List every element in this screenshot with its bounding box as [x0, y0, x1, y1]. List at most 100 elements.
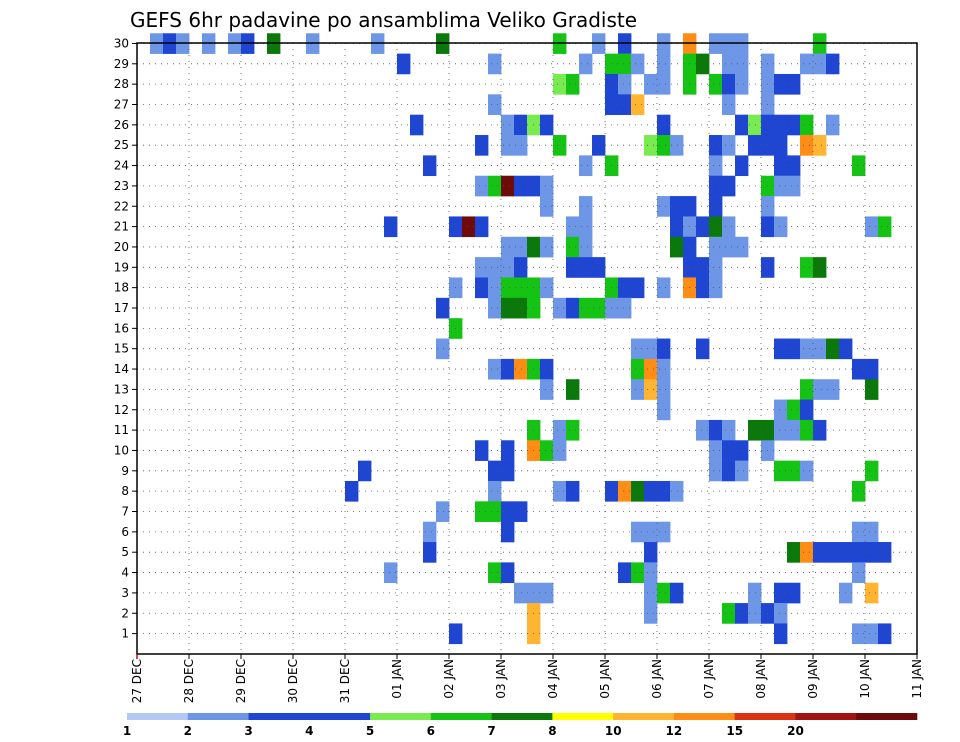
y-tick-label: 25	[114, 138, 129, 152]
heatmap-cell	[514, 257, 528, 278]
heatmap-cell	[475, 175, 489, 197]
heatmap-cell	[618, 73, 632, 95]
y-tick-label: 14	[114, 362, 129, 376]
heatmap-cell	[540, 440, 554, 461]
legend-label: 8	[548, 724, 556, 738]
x-tick-label: 08 JAN	[754, 659, 768, 699]
heatmap-cell	[488, 501, 502, 522]
heatmap-cell	[865, 358, 879, 380]
heatmap-cell	[826, 53, 840, 75]
y-tick-label: 29	[114, 57, 129, 71]
heatmap-cell	[774, 135, 788, 156]
heatmap-cell	[488, 358, 502, 380]
heatmap-cell	[800, 53, 814, 75]
legend-color-swatch	[734, 713, 796, 720]
heatmap-cell	[774, 73, 788, 95]
heatmap-cell	[514, 175, 528, 197]
heatmap-cell	[826, 338, 840, 360]
heatmap-cell	[657, 135, 671, 156]
heatmap-cell	[644, 521, 658, 543]
heatmap-cell	[631, 379, 645, 400]
heatmap-cell	[592, 297, 606, 319]
x-tick-label: 28 DEC	[182, 659, 196, 703]
heatmap-cell	[735, 114, 749, 136]
y-tick-label: 13	[114, 382, 129, 396]
heatmap-cell	[722, 73, 736, 95]
heatmap-cell	[566, 480, 580, 502]
heatmap-cell	[657, 399, 671, 421]
heatmap-cell	[800, 338, 814, 360]
y-tick-label: 19	[114, 260, 129, 274]
heatmap-cell	[436, 338, 450, 360]
heatmap-cell	[501, 114, 515, 136]
y-tick-label: 4	[121, 566, 129, 580]
x-tick-label: 31 DEC	[338, 659, 352, 703]
x-tick-label: 29 DEC	[234, 659, 248, 703]
heatmap-cell	[722, 94, 736, 115]
heatmap-cell	[787, 582, 801, 604]
x-tick-label: 10 JAN	[858, 659, 872, 699]
heatmap-cell	[618, 94, 632, 115]
heatmap-cell	[774, 175, 788, 197]
heatmap-cell	[631, 338, 645, 360]
heatmap-cell	[475, 440, 489, 461]
heatmap-cell	[722, 419, 736, 441]
heatmap-cell	[813, 53, 827, 75]
heatmap-cell	[644, 338, 658, 360]
heatmap-cell	[566, 216, 580, 238]
heatmap-cell	[488, 94, 502, 115]
heatmap-cell	[644, 358, 658, 380]
heatmap-cell	[462, 216, 476, 238]
heatmap-cell	[800, 460, 814, 482]
heatmap-cell	[722, 603, 736, 624]
heatmap-cell	[540, 277, 554, 299]
legend-color-swatch	[856, 713, 918, 720]
heatmap-cell	[709, 440, 723, 461]
legend-label: 7	[487, 724, 495, 738]
heatmap-cell	[865, 542, 879, 563]
heatmap-cell	[774, 216, 788, 238]
heatmap-cell	[618, 53, 632, 75]
heatmap-cell	[813, 542, 827, 563]
heatmap-cell	[709, 216, 723, 238]
heatmap-cell	[501, 440, 515, 461]
heatmap-cell	[488, 175, 502, 197]
heatmap-cell	[852, 521, 866, 543]
heatmap-cell	[501, 135, 515, 156]
heatmap-cell	[787, 338, 801, 360]
heatmap-cell	[735, 440, 749, 461]
heatmap-cell	[852, 542, 866, 563]
heatmap-cell	[553, 73, 567, 95]
heatmap-cell	[514, 582, 528, 604]
heatmap-cell	[709, 460, 723, 482]
heatmap-cell	[709, 135, 723, 156]
heatmap-cell	[397, 53, 411, 75]
heatmap-cell	[813, 419, 827, 441]
legend-label: 1	[123, 724, 131, 738]
legend-color-swatch	[491, 713, 553, 720]
heatmap-cell	[774, 399, 788, 421]
y-tick-label: 3	[121, 586, 129, 600]
heatmap-cell	[657, 73, 671, 95]
y-tick-label: 10	[114, 443, 129, 457]
heatmap-cell	[813, 379, 827, 400]
heatmap-cell	[501, 501, 515, 522]
heatmap-cell	[670, 236, 684, 258]
heatmap-cell	[774, 155, 788, 177]
y-tick-label: 27	[114, 98, 129, 112]
heatmap-cell	[826, 542, 840, 563]
heatmap-cell	[696, 419, 710, 441]
heatmap-cell	[501, 257, 515, 278]
heatmap-cell	[631, 521, 645, 543]
heatmap-cell	[475, 277, 489, 299]
heatmap-cell	[644, 73, 658, 95]
heatmap-cell	[657, 480, 671, 502]
x-tick-label: 03 JAN	[494, 659, 508, 699]
heatmap-cell	[514, 114, 528, 136]
legend-label: 3	[244, 724, 252, 738]
heatmap-cell	[501, 358, 515, 380]
heatmap-cell	[475, 216, 489, 238]
heatmap-cell	[709, 175, 723, 197]
legend-label: 2	[184, 724, 192, 738]
